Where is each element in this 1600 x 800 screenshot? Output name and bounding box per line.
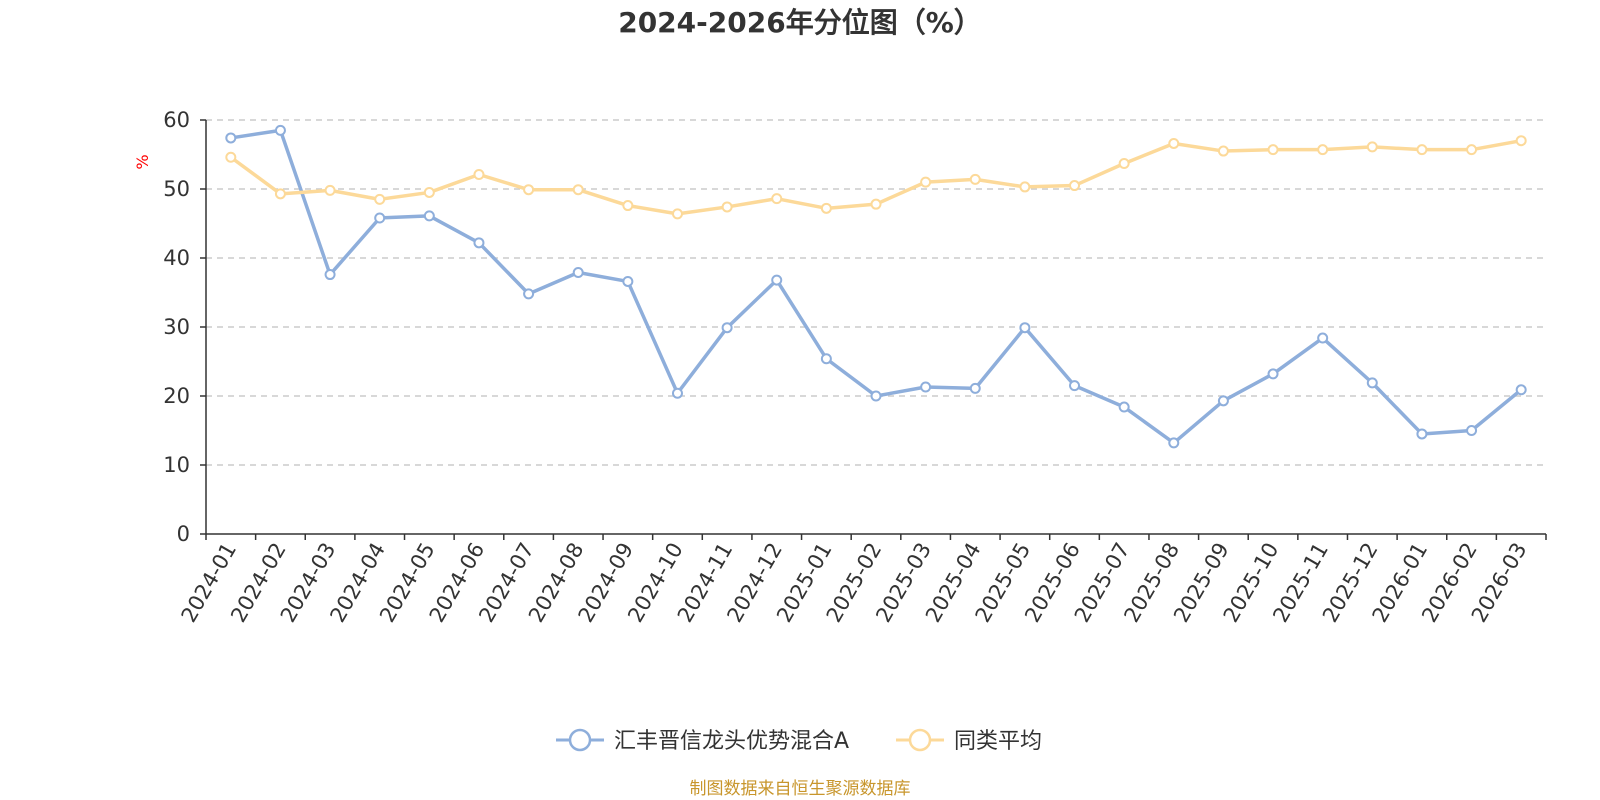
series-layer <box>225 124 1527 449</box>
legend-label-series-1: 汇丰晋信龙头优势混合A <box>614 729 849 754</box>
series-2-point[interactable] <box>721 201 733 213</box>
series-2-point[interactable] <box>1118 157 1130 169</box>
series-2-point[interactable] <box>225 151 237 163</box>
series-2-point[interactable] <box>1515 135 1527 147</box>
series-2-point[interactable] <box>423 186 435 198</box>
series-2-point[interactable] <box>820 202 832 214</box>
series-1-point[interactable] <box>721 322 733 334</box>
series-1-point[interactable] <box>324 269 336 281</box>
series-2-point[interactable] <box>523 184 535 196</box>
series-2-point[interactable] <box>1168 137 1180 149</box>
axes <box>200 119 1547 540</box>
series-1-point[interactable] <box>225 132 237 144</box>
series-1-point[interactable] <box>523 288 535 300</box>
series-1-point[interactable] <box>1317 332 1329 344</box>
y-tick-label: 0 <box>177 522 190 546</box>
series-2-point[interactable] <box>374 193 386 205</box>
series-1-point[interactable] <box>1118 401 1130 413</box>
y-axis-unit: % <box>133 154 152 169</box>
series-2-point[interactable] <box>969 173 981 185</box>
series-2-point[interactable] <box>870 198 882 210</box>
series-1-point[interactable] <box>1515 384 1527 396</box>
series-2-point[interactable] <box>1267 144 1279 156</box>
series-2-point[interactable] <box>1217 145 1229 157</box>
y-tick-label: 20 <box>163 384 190 408</box>
series-1-point[interactable] <box>870 390 882 402</box>
series-2-point[interactable] <box>1069 180 1081 192</box>
y-tick-label: 60 <box>163 108 190 132</box>
series-1-point[interactable] <box>1019 322 1031 334</box>
series-1-point[interactable] <box>274 124 286 136</box>
series-1-point[interactable] <box>423 210 435 222</box>
y-tick-label: 40 <box>163 246 190 270</box>
series-2-point[interactable] <box>1366 141 1378 153</box>
series-2-point[interactable] <box>671 208 683 220</box>
series-2-point[interactable] <box>324 184 336 196</box>
x-tick-labels: 2024-012024-022024-032024-042024-052024-… <box>176 539 1531 627</box>
y-tick-label: 30 <box>163 315 190 339</box>
series-2-point[interactable] <box>622 200 634 212</box>
series-1-point[interactable] <box>920 381 932 393</box>
series-1-point[interactable] <box>374 212 386 224</box>
series-2-point[interactable] <box>274 188 286 200</box>
legend-item-series-1[interactable]: 汇丰晋信龙头优势混合A <box>556 728 849 754</box>
series-2-point[interactable] <box>572 184 584 196</box>
series-2-point[interactable] <box>1019 181 1031 193</box>
series-2-point[interactable] <box>1416 144 1428 156</box>
series-1-point[interactable] <box>1466 425 1478 436</box>
series-1-point[interactable] <box>1416 428 1428 440</box>
series-1-point[interactable] <box>473 237 485 249</box>
series-1-point[interactable] <box>572 266 584 278</box>
series-1-point[interactable] <box>671 387 683 399</box>
series-2-point[interactable] <box>473 169 485 181</box>
series-2-point[interactable] <box>1466 144 1478 156</box>
series-1-point[interactable] <box>969 382 981 394</box>
legend-marker-series-1 <box>568 728 592 752</box>
legend-label-series-2: 同类平均 <box>954 729 1042 754</box>
series-1-point[interactable] <box>820 353 832 365</box>
series-1-point[interactable] <box>1168 437 1180 449</box>
grid-lines <box>206 119 1546 466</box>
legend-marker-series-2 <box>908 728 932 752</box>
legend-item-series-2[interactable]: 同类平均 <box>896 728 1042 754</box>
y-tick-label: 50 <box>163 177 190 201</box>
series-1-point[interactable] <box>771 274 783 286</box>
series-2-point[interactable] <box>920 176 932 188</box>
series-2-point[interactable] <box>1317 144 1329 156</box>
y-tick-label: 10 <box>163 453 190 477</box>
series-1-point[interactable] <box>1069 380 1081 392</box>
series-2-point[interactable] <box>771 193 783 205</box>
series-1-point[interactable] <box>1366 377 1378 389</box>
data-source-note: 制图数据来自恒生聚源数据库 <box>690 779 911 799</box>
series-1-point[interactable] <box>622 275 634 287</box>
chart-title: 2024-2026年分位图（%） <box>618 6 982 39</box>
series-1-point[interactable] <box>1217 395 1229 407</box>
y-tick-labels: 0 10 20 30 40 50 60 <box>163 108 190 546</box>
series-1-point[interactable] <box>1267 368 1279 380</box>
legend: 汇丰晋信龙头优势混合A 同类平均 <box>556 728 1042 754</box>
